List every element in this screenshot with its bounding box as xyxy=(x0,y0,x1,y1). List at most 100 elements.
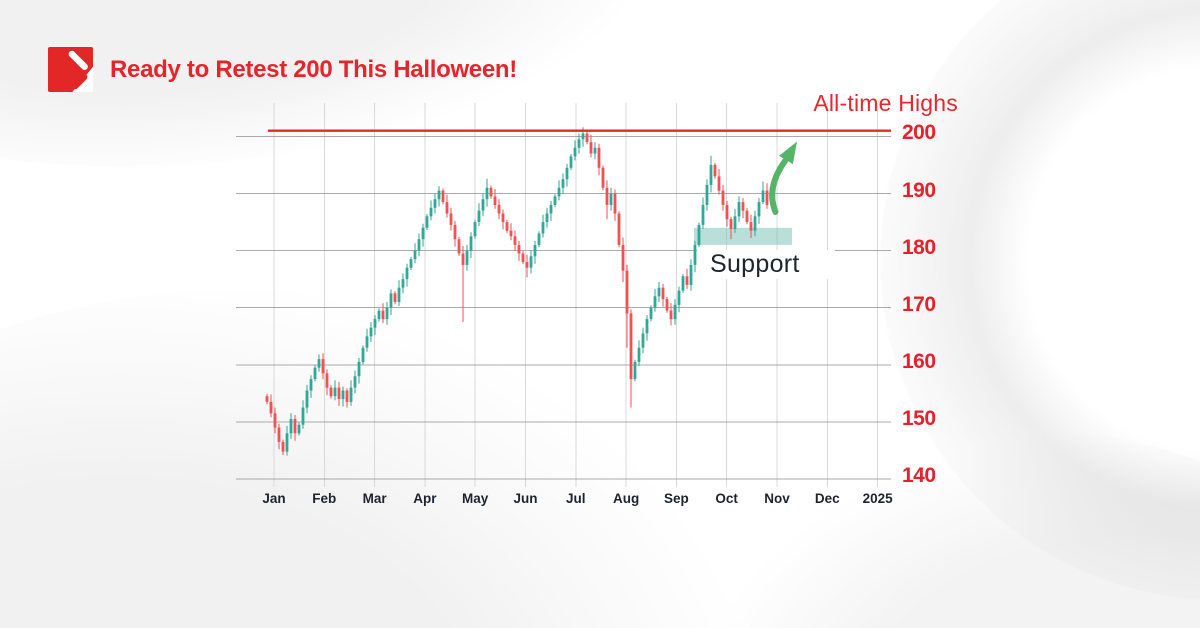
candle xyxy=(289,413,293,439)
all-time-highs-label: All-time Highs xyxy=(813,90,958,116)
candle xyxy=(505,219,509,233)
candle xyxy=(537,231,541,248)
candle xyxy=(413,243,417,264)
candle xyxy=(305,384,309,414)
candle xyxy=(337,381,341,406)
candle xyxy=(593,142,597,160)
candle xyxy=(565,163,569,187)
candle xyxy=(385,302,389,325)
support-zone-band xyxy=(694,227,792,245)
candle xyxy=(517,240,521,261)
page-title: Ready to Retest 200 This Halloween! xyxy=(110,56,517,83)
candle xyxy=(297,422,301,436)
candle xyxy=(369,322,373,342)
candle xyxy=(313,365,317,382)
candle xyxy=(321,353,325,380)
y-axis-label: 150 xyxy=(902,406,936,430)
candle xyxy=(465,244,469,271)
candle xyxy=(477,203,481,226)
candle xyxy=(509,223,513,241)
candle xyxy=(533,240,537,264)
candle xyxy=(745,208,749,225)
x-axis-label: 2025 xyxy=(862,491,893,506)
support-label: Support xyxy=(697,250,835,279)
candle xyxy=(641,327,645,354)
candle xyxy=(265,393,269,405)
candle xyxy=(461,246,465,322)
candle xyxy=(653,288,657,312)
candle xyxy=(405,263,409,287)
candle xyxy=(585,131,589,145)
candle xyxy=(685,268,689,289)
candle xyxy=(645,315,649,341)
candle xyxy=(757,198,761,224)
candle xyxy=(273,407,277,434)
candle xyxy=(741,198,745,219)
x-axis-label: Dec xyxy=(814,491,840,506)
support-label-text: Support xyxy=(710,250,800,278)
candle xyxy=(441,188,445,205)
y-axis-label: 170 xyxy=(902,292,936,316)
candle xyxy=(429,200,433,221)
candle xyxy=(677,286,681,313)
candle xyxy=(617,211,621,248)
candle xyxy=(281,439,285,455)
candle xyxy=(345,388,349,408)
candle xyxy=(309,375,313,398)
candle xyxy=(373,315,377,336)
y-axis-label: 160 xyxy=(902,349,936,373)
candle xyxy=(417,233,421,257)
candle xyxy=(277,423,281,450)
x-axis-label: Oct xyxy=(715,491,738,506)
candle xyxy=(637,340,641,366)
trend-arrow-icon xyxy=(769,141,797,215)
candle xyxy=(361,345,365,365)
x-axis-label: Apr xyxy=(413,491,437,506)
candle xyxy=(549,200,553,221)
candle xyxy=(609,187,613,211)
candle xyxy=(601,165,605,191)
candle xyxy=(765,183,769,209)
candle xyxy=(689,259,693,291)
candle xyxy=(721,184,725,211)
candle xyxy=(541,214,545,238)
candle xyxy=(397,280,401,306)
candle xyxy=(377,308,381,322)
x-axis-label: Sep xyxy=(664,491,689,506)
candle xyxy=(409,256,413,270)
candle xyxy=(433,193,437,214)
candle xyxy=(577,133,581,154)
candle xyxy=(393,291,397,305)
candle xyxy=(389,289,393,316)
candle xyxy=(749,214,753,238)
y-axis-label: 200 xyxy=(902,121,936,145)
candle xyxy=(493,188,497,209)
candle xyxy=(349,380,353,406)
candle xyxy=(449,207,453,231)
candle xyxy=(357,357,361,384)
candle xyxy=(469,232,473,258)
x-axis-label: Feb xyxy=(312,491,337,506)
candle xyxy=(489,185,493,199)
candle xyxy=(381,303,385,324)
candle xyxy=(353,370,357,394)
x-axis-label: Nov xyxy=(764,491,790,506)
candle xyxy=(325,369,329,396)
candle xyxy=(649,305,653,322)
candle xyxy=(317,354,321,372)
candle xyxy=(333,380,337,401)
x-axis-label: Mar xyxy=(362,491,387,506)
candle xyxy=(481,193,485,217)
candle xyxy=(513,230,517,251)
candle xyxy=(705,179,709,211)
candle xyxy=(553,194,557,208)
candle xyxy=(621,237,625,282)
x-axis-label: Jun xyxy=(513,491,538,506)
candle xyxy=(729,216,733,240)
candle xyxy=(589,134,593,158)
candle xyxy=(561,173,565,194)
candle xyxy=(597,143,601,176)
candle xyxy=(709,155,713,193)
candle xyxy=(693,240,697,273)
